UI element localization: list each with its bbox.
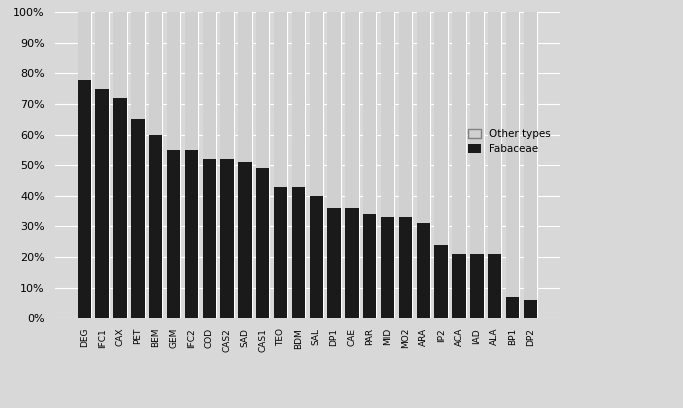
Bar bbox=[131, 12, 145, 120]
Bar bbox=[452, 254, 466, 318]
Bar bbox=[292, 12, 305, 187]
Bar bbox=[524, 12, 537, 300]
Bar bbox=[452, 12, 466, 254]
Bar bbox=[221, 159, 234, 318]
Bar bbox=[221, 12, 234, 159]
Bar bbox=[96, 89, 109, 318]
Bar bbox=[346, 12, 359, 208]
Bar bbox=[184, 12, 198, 150]
Bar bbox=[238, 162, 251, 318]
Bar bbox=[434, 245, 448, 318]
Bar bbox=[488, 254, 501, 318]
Bar bbox=[184, 150, 198, 318]
Bar bbox=[381, 217, 394, 318]
Bar bbox=[363, 12, 376, 214]
Bar bbox=[488, 12, 501, 254]
Bar bbox=[167, 12, 180, 150]
Bar bbox=[131, 120, 145, 318]
Bar bbox=[238, 12, 251, 162]
Bar bbox=[256, 12, 269, 169]
Bar bbox=[274, 12, 288, 187]
Bar bbox=[96, 12, 109, 89]
Bar bbox=[399, 12, 412, 217]
Bar bbox=[417, 12, 430, 224]
Bar bbox=[292, 187, 305, 318]
Bar bbox=[149, 12, 163, 135]
Bar bbox=[470, 254, 484, 318]
Bar bbox=[363, 214, 376, 318]
Bar bbox=[309, 196, 323, 318]
Bar bbox=[381, 12, 394, 217]
Bar bbox=[470, 12, 484, 254]
Bar bbox=[113, 98, 126, 318]
Bar bbox=[203, 159, 216, 318]
Bar bbox=[256, 169, 269, 318]
Bar bbox=[167, 150, 180, 318]
Bar bbox=[506, 297, 519, 318]
Bar bbox=[524, 300, 537, 318]
Bar bbox=[78, 12, 91, 80]
Bar bbox=[327, 208, 341, 318]
Bar bbox=[346, 208, 359, 318]
Bar bbox=[309, 12, 323, 196]
Bar bbox=[274, 187, 288, 318]
Legend: Other types, Fabaceae: Other types, Fabaceae bbox=[464, 124, 555, 159]
Bar bbox=[327, 12, 341, 208]
Bar bbox=[113, 12, 126, 98]
Bar bbox=[417, 224, 430, 318]
Bar bbox=[149, 135, 163, 318]
Bar bbox=[78, 80, 91, 318]
Bar bbox=[506, 12, 519, 297]
Bar bbox=[434, 12, 448, 245]
Bar bbox=[399, 217, 412, 318]
Bar bbox=[203, 12, 216, 159]
